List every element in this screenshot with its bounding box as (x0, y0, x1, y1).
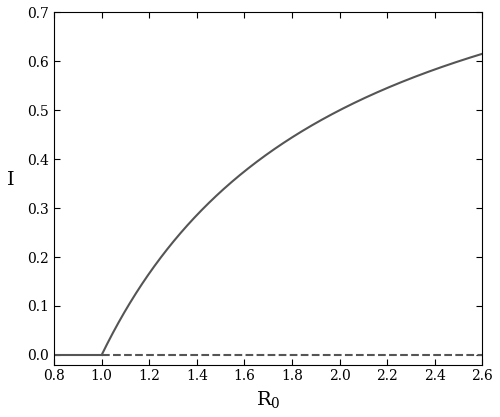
Y-axis label: I: I (7, 171, 14, 188)
X-axis label: R$_0$: R$_0$ (256, 389, 280, 410)
